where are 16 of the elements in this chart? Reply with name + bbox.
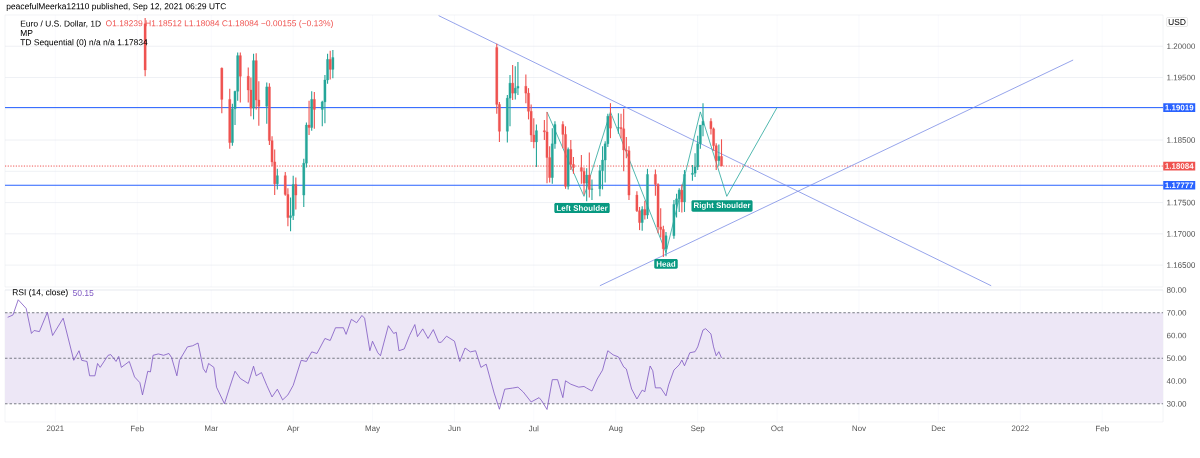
chart-subtitle: 50.15 bbox=[72, 290, 94, 296]
text: Euro / U.S. Dollar, 1D bbox=[20, 20, 101, 28]
text: peacefulMeerka12110 published, Sep 12, 2021 06:29 UTC bbox=[6, 3, 227, 11]
chart-title: RSI (14, close) bbox=[12, 289, 68, 297]
line-series bbox=[546, 107, 778, 253]
text: USD bbox=[1168, 18, 1186, 25]
candlestick bbox=[516, 61, 520, 96]
annotation: MP bbox=[20, 30, 33, 36]
candlestick bbox=[590, 178, 594, 201]
candlestick bbox=[228, 88, 231, 150]
candlestick bbox=[220, 66, 224, 114]
candlestick bbox=[294, 177, 298, 210]
line-series bbox=[7, 299, 722, 410]
candlestick bbox=[643, 200, 647, 220]
candlestick bbox=[514, 65, 517, 100]
candlestick bbox=[617, 112, 620, 135]
